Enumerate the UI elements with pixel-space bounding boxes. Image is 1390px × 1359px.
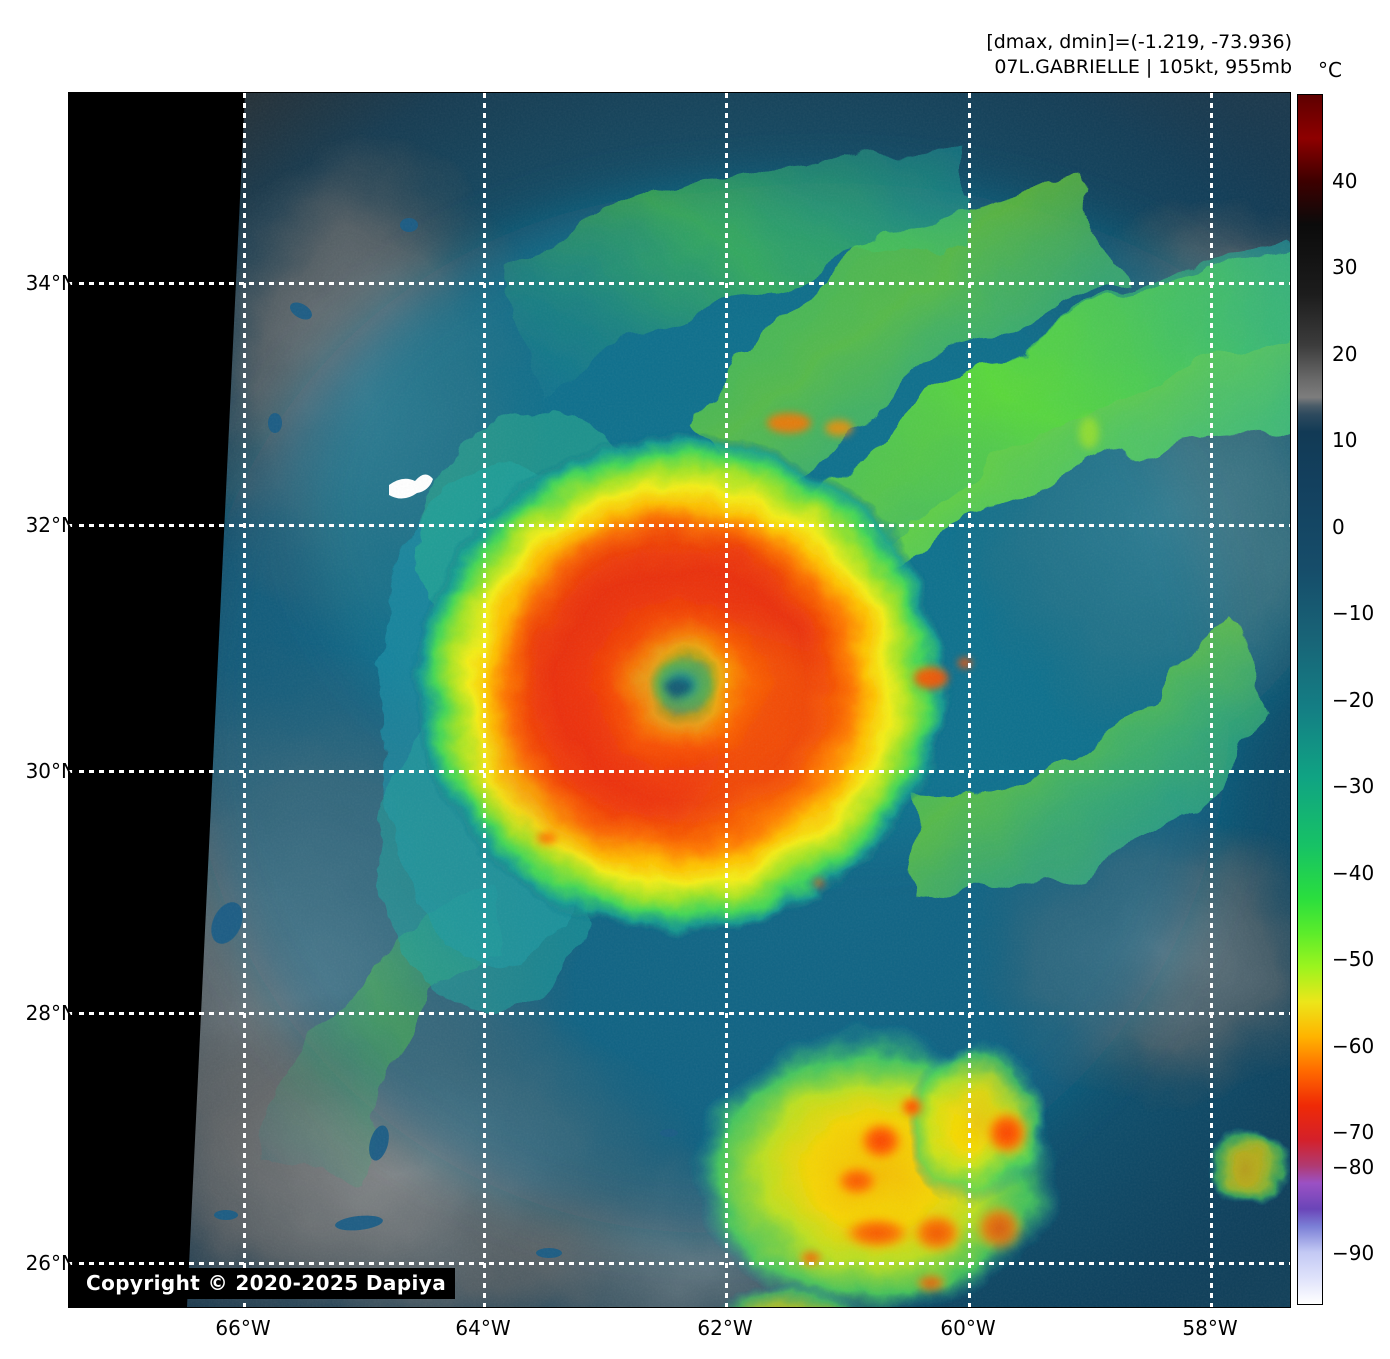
lat-tick-label: 30°N bbox=[25, 759, 76, 783]
colorbar-tick-label: −10 bbox=[1332, 601, 1375, 625]
colorbar-unit-label: °C bbox=[1318, 58, 1342, 82]
lon-tick-label: 62°W bbox=[697, 1316, 753, 1340]
colorbar-tick-label: −60 bbox=[1332, 1034, 1375, 1058]
storm-info-readout: 07L.GABRIELLE | 105kt, 955mb bbox=[994, 56, 1292, 78]
colorbar-tick-label: −90 bbox=[1332, 1241, 1375, 1265]
colorbar-tick-label: −80 bbox=[1332, 1155, 1375, 1179]
lat-tick-label: 34°N bbox=[25, 271, 76, 295]
colorbar-tick-label: −40 bbox=[1332, 861, 1375, 885]
colorbar-tick-label: 20 bbox=[1332, 342, 1358, 366]
colorbar-tick-label: 0 bbox=[1332, 515, 1345, 539]
lat-tick-label: 26°N bbox=[25, 1251, 76, 1275]
header-stats: [dmax, dmin]=(-1.219, -73.936) 07L.GABRI… bbox=[986, 30, 1292, 80]
lon-tick-label: 66°W bbox=[215, 1316, 271, 1340]
colorbar-tick-label: −50 bbox=[1332, 947, 1375, 971]
colorbar[interactable] bbox=[1297, 94, 1323, 1305]
satellite-image-plot[interactable]: Copyright © 2020-2025 Dapiya bbox=[68, 92, 1291, 1308]
lat-tick-label: 28°N bbox=[25, 1001, 76, 1025]
colorbar-tick-label: −20 bbox=[1332, 688, 1375, 712]
colorbar-tick-label: −30 bbox=[1332, 774, 1375, 798]
copyright-watermark: Copyright © 2020-2025 Dapiya bbox=[77, 1268, 456, 1299]
ir-brightness-temperature-raster bbox=[69, 93, 1290, 1307]
colorbar-tick-label: 40 bbox=[1332, 169, 1358, 193]
colorbar-tick-label: 10 bbox=[1332, 428, 1358, 452]
colorbar-tick-label: 30 bbox=[1332, 255, 1358, 279]
colorbar-tick-label: −70 bbox=[1332, 1120, 1375, 1144]
lon-tick-label: 60°W bbox=[940, 1316, 996, 1340]
lon-tick-label: 64°W bbox=[455, 1316, 511, 1340]
data-minmax-readout: [dmax, dmin]=(-1.219, -73.936) bbox=[986, 31, 1292, 53]
colorbar-gradient bbox=[1298, 95, 1322, 1304]
lat-tick-label: 32°N bbox=[25, 513, 76, 537]
lon-tick-label: 58°W bbox=[1182, 1316, 1238, 1340]
